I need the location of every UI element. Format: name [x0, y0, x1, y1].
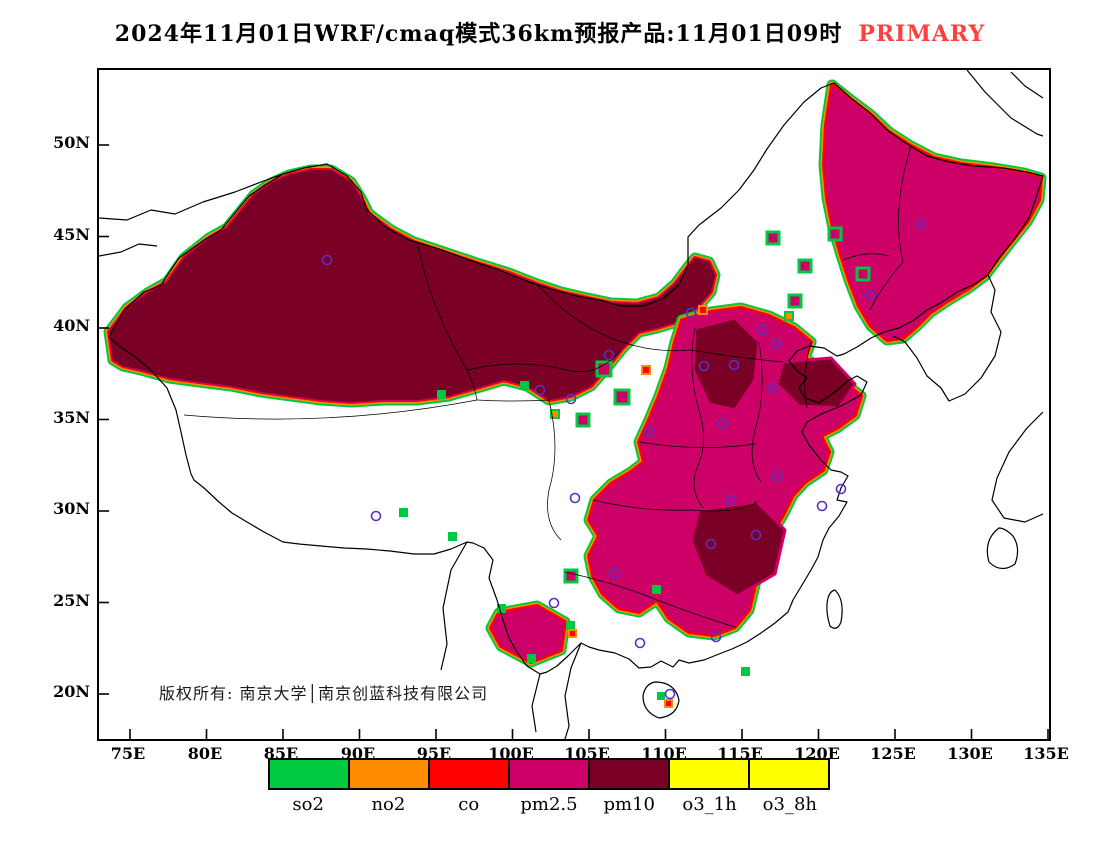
page-title: 2024年11月01日WRF/cmaq模式36km预报产品:11月01日09时 P…	[0, 16, 1100, 48]
laos-border	[531, 673, 541, 733]
legend-label-so2: so2	[292, 794, 324, 815]
x-tick-label: 75E	[110, 744, 146, 763]
legend-swatch-co	[428, 760, 508, 788]
y-tick-label: 30N	[53, 499, 90, 518]
x-tick-label: 135E	[1023, 744, 1069, 763]
title-text: 2024年11月01日WRF/cmaq模式36km预报产品:11月01日09时	[114, 21, 843, 47]
co-no2-specks	[550, 305, 794, 708]
legend-swatch-no2	[348, 760, 428, 788]
pm25-specks	[563, 226, 871, 584]
province-borders	[183, 145, 912, 628]
legend-swatch-pm10	[588, 760, 668, 788]
kazakh-border	[99, 173, 284, 221]
legend-swatch-pm25	[508, 760, 588, 788]
map-plot-frame: 版权所有: 南京大学│南京创蓝科技有限公司	[97, 68, 1051, 741]
copyright-text: 版权所有: 南京大学│南京创蓝科技有限公司	[159, 684, 489, 703]
japan-coast	[991, 411, 1044, 523]
axis-ticks	[99, 144, 1049, 739]
y-tick-label: 25N	[53, 591, 90, 610]
kazakh-border-2	[99, 243, 158, 257]
legend-label-no2: no2	[371, 794, 406, 815]
russia-coast	[966, 70, 1044, 137]
so2-specks	[399, 381, 750, 700]
title-badge: PRIMARY	[858, 21, 986, 47]
russia-coast-2	[1010, 71, 1044, 99]
legend-label-o3-8h: o3_8h	[762, 794, 817, 815]
china-outline	[108, 82, 1044, 675]
y-tick-label: 45N	[53, 225, 90, 244]
legend-swatch-o3-8h	[748, 760, 828, 788]
y-tick-label: 35N	[53, 408, 90, 427]
x-tick-label: 80E	[187, 744, 223, 763]
station-markers	[321, 218, 927, 700]
legend-swatch-so2	[270, 760, 348, 788]
legend-bar	[268, 758, 830, 790]
korea-coast	[892, 274, 1002, 402]
legend: so2 no2 co pm2.5 pm10 o3_1h o3_8h	[268, 758, 830, 815]
y-tick-label: 20N	[53, 682, 90, 701]
legend-label-o3-1h: o3_1h	[682, 794, 737, 815]
kyushu-island	[986, 527, 1019, 570]
x-tick-label: 130E	[947, 744, 993, 763]
legend-label-co: co	[458, 794, 480, 815]
legend-label-pm10: pm10	[603, 794, 656, 815]
china-pollution-map	[99, 70, 1049, 739]
y-tick-label: 50N	[53, 133, 90, 152]
y-tick-label: 40N	[53, 316, 90, 335]
legend-label-pm25: pm2.5	[520, 794, 578, 815]
hainan-island	[642, 681, 680, 719]
myanmar-border	[440, 541, 468, 671]
x-tick-label: 125E	[870, 744, 916, 763]
legend-labels: so2 no2 co pm2.5 pm10 o3_1h o3_8h	[268, 794, 830, 815]
country-borders	[99, 70, 1044, 739]
legend-swatch-o3-1h	[668, 760, 748, 788]
vietnam-border	[564, 642, 582, 739]
taiwan-island	[826, 589, 843, 629]
